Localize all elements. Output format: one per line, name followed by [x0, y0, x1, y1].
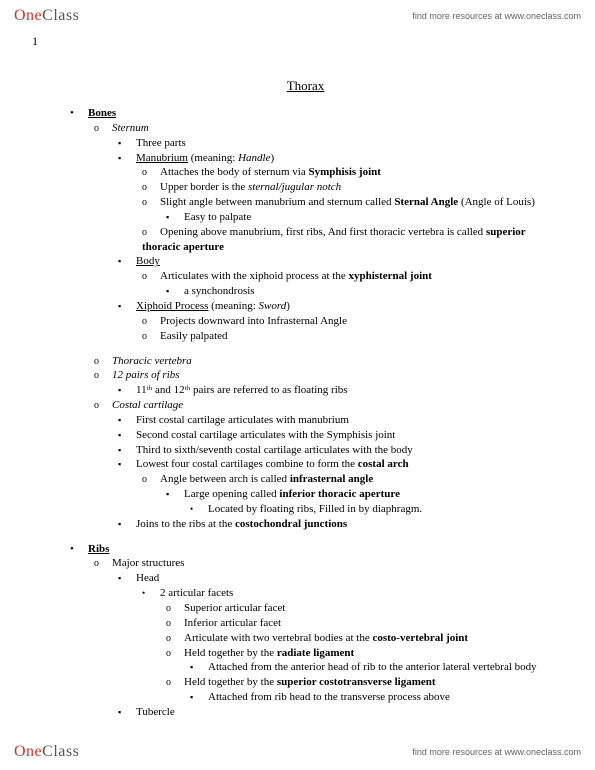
item-h8: Attached from rib head to the transverse… [60, 690, 551, 705]
item-three-parts: Three parts [60, 136, 551, 151]
item-m1: Attaches the body of sternum via Symphis… [60, 165, 551, 180]
item-h2: Superior articular facet [60, 601, 551, 616]
item-pairs: 12 pairs of ribs [60, 368, 551, 383]
item-h7: Held together by the superior costotrans… [60, 675, 551, 690]
item-tubercle: Tubercle [60, 705, 551, 720]
spacer [60, 344, 551, 354]
page-number: 1 [32, 34, 38, 49]
item-p1: 11ᵗʰ and 12ᵗʰ pairs are referred to as f… [60, 383, 551, 398]
footer: OneClass find more resources at www.onec… [0, 736, 595, 766]
spacer [60, 532, 551, 542]
item-m3d: Easy to palpate [60, 210, 551, 225]
item-m3: Slight angle between manubrium and stern… [60, 195, 551, 210]
logo-footer: OneClass [14, 743, 79, 761]
item-h5: Held together by the radiate ligament [60, 646, 551, 661]
logo: OneClass [14, 7, 79, 25]
item-cc5: Angle between arch is called infrasterna… [60, 472, 551, 487]
item-h3: Inferior articular facet [60, 616, 551, 631]
item-cc3: Third to sixth/seventh costal cartilage … [60, 443, 551, 458]
outline-list: Bones Sternum Three parts Manubrium (mea… [60, 106, 551, 720]
item-tv: Thoracic vertebra [60, 354, 551, 369]
header: OneClass find more resources at www.onec… [0, 0, 595, 30]
section-ribs: Ribs [60, 542, 551, 557]
resources-link-top[interactable]: find more resources at www.oneclass.com [412, 11, 581, 21]
document-content: Thorax Bones Sternum Three parts Manubri… [0, 30, 595, 750]
item-cc2: Second costal cartilage articulates with… [60, 428, 551, 443]
item-cc1: First costal cartilage articulates with … [60, 413, 551, 428]
item-h4: Articulate with two vertebral bodies at … [60, 631, 551, 646]
resources-link-bottom[interactable]: find more resources at www.oneclass.com [412, 747, 581, 757]
item-h6: Attached from the anterior head of rib t… [60, 660, 551, 675]
item-cc8: Joins to the ribs at the costochondral j… [60, 517, 551, 532]
item-x2: Easily palpated [60, 329, 551, 344]
item-cc6: Large opening called inferior thoracic a… [60, 487, 551, 502]
section-bones: Bones [60, 106, 551, 121]
item-sternum: Sternum [60, 121, 551, 136]
item-ms: Major structures [60, 556, 551, 571]
item-b1: Articulates with the xiphoid process at … [60, 269, 551, 284]
item-b1c: a synchondrosis [60, 284, 551, 299]
item-x1: Projects downward into Infrasternal Angl… [60, 314, 551, 329]
item-head: Head [60, 571, 551, 586]
item-manubrium: Manubrium (meaning: Handle) [60, 151, 551, 166]
item-cc7: Located by floating ribs, Filled in by d… [60, 502, 551, 517]
item-cc: Costal cartilage [60, 398, 551, 413]
item-body: Body [60, 254, 551, 269]
page-title: Thorax [60, 78, 551, 94]
item-m4: Opening above manubrium, first ribs, And… [60, 225, 551, 255]
item-cc4: Lowest four costal cartilages combine to… [60, 457, 551, 472]
item-h1: 2 articular facets [60, 586, 551, 601]
item-xiphoid: Xiphoid Process (meaning: Sword) [60, 299, 551, 314]
item-m2: Upper border is the sternal/jugular notc… [60, 180, 551, 195]
